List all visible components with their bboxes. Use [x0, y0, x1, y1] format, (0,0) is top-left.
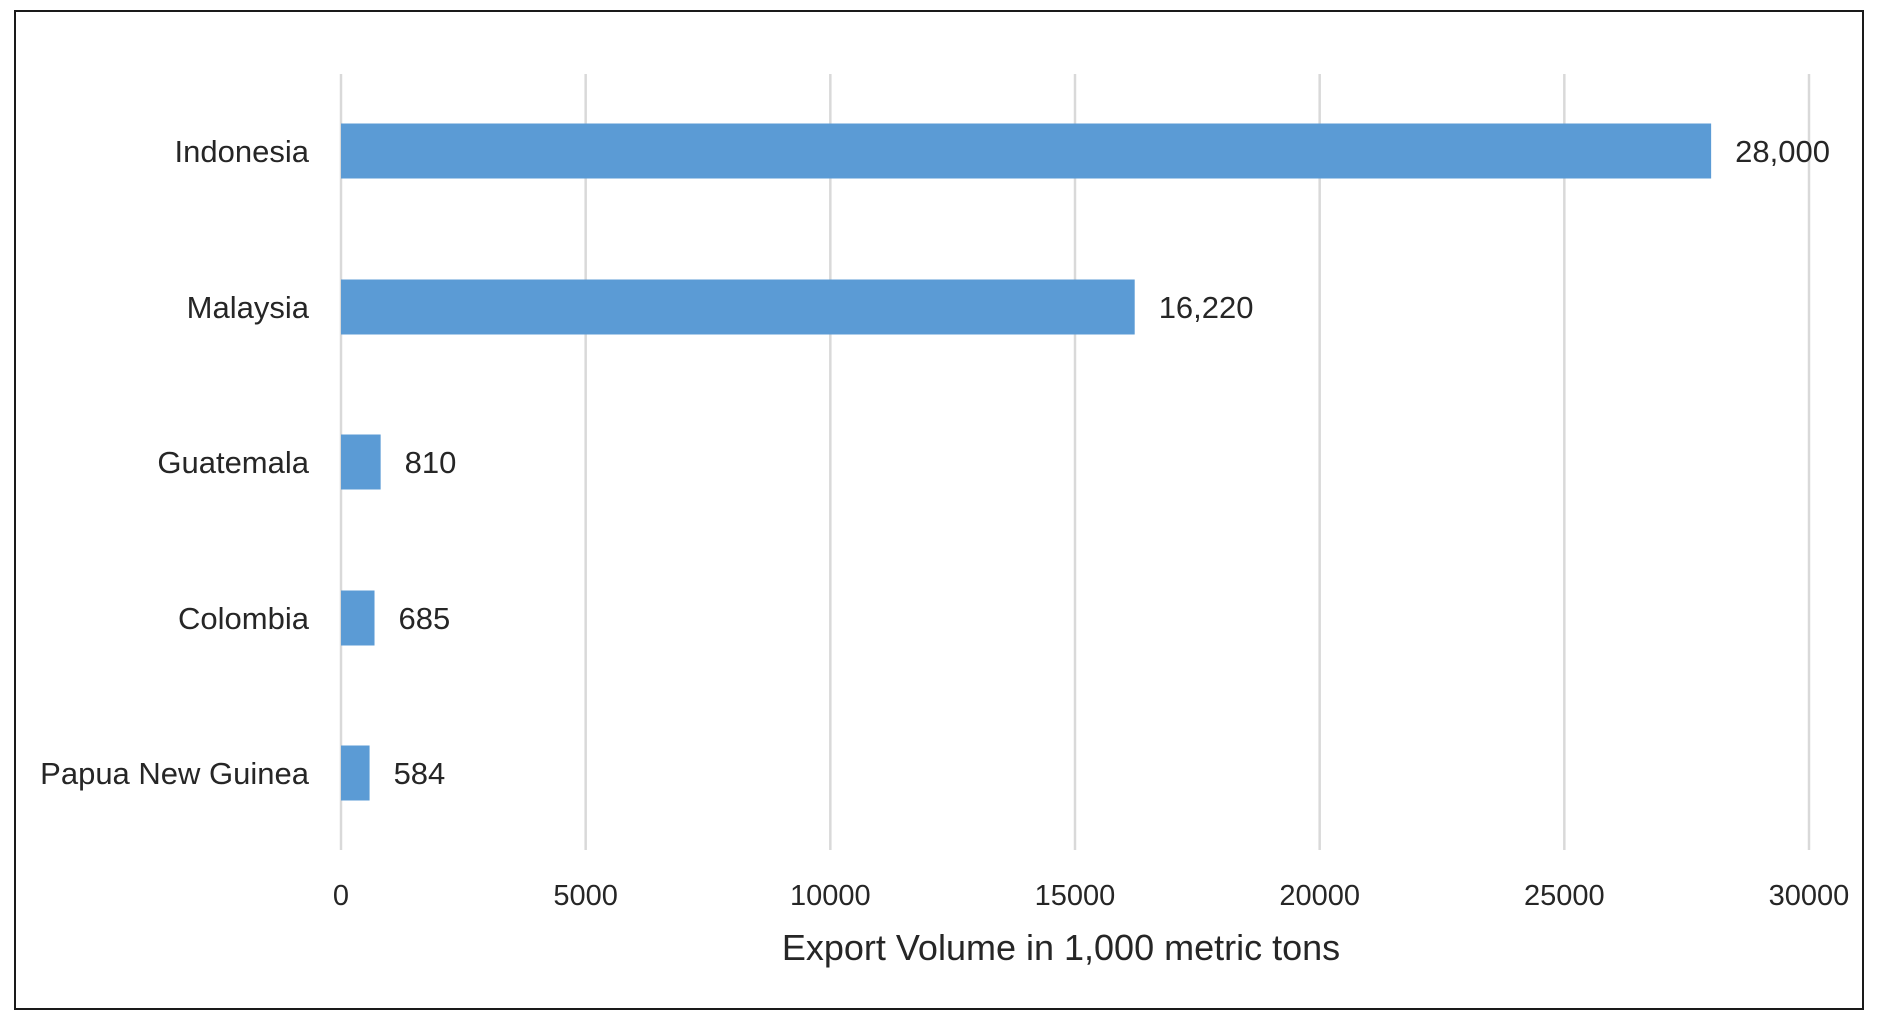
category-label: Guatemala	[157, 445, 309, 480]
x-tick-label: 20000	[1279, 880, 1360, 912]
data-label: 584	[394, 756, 446, 791]
x-tick-label: 15000	[1035, 880, 1116, 912]
category-label: Indonesia	[175, 134, 310, 169]
category-labels: Indonesia Malaysia Guatemala Colombia Papua …	[40, 134, 310, 791]
bar	[341, 590, 375, 646]
category-label: Papua New Guinea	[40, 756, 310, 791]
bar	[341, 123, 1712, 179]
bar-chart: Indonesia Malaysia Guatemala Colombia Papua …	[40, 74, 1849, 968]
x-tick-label: 5000	[553, 880, 618, 912]
data-label: 685	[399, 601, 451, 636]
data-label: 28,000	[1735, 134, 1830, 169]
data-label: 16,220	[1159, 290, 1254, 325]
category-label: Malaysia	[187, 290, 310, 325]
bar	[341, 279, 1135, 335]
data-label: 810	[405, 445, 457, 480]
x-axis-title: Export Volume in 1,000 metric tons	[782, 927, 1340, 968]
x-tick-label: 10000	[790, 880, 871, 912]
x-tick-label: 0	[333, 880, 349, 912]
gridlines	[339, 74, 1811, 850]
bar	[341, 434, 381, 490]
x-tick-labels: 0 5000 10000 15000 20000 25000 30000	[333, 880, 1849, 912]
x-tick-label: 30000	[1769, 880, 1850, 912]
bars	[341, 123, 1712, 801]
bar	[341, 745, 370, 801]
data-labels: 28,000 16,220 810 685 584	[394, 134, 1830, 791]
x-tick-label: 25000	[1524, 880, 1605, 912]
category-label: Colombia	[178, 601, 310, 636]
